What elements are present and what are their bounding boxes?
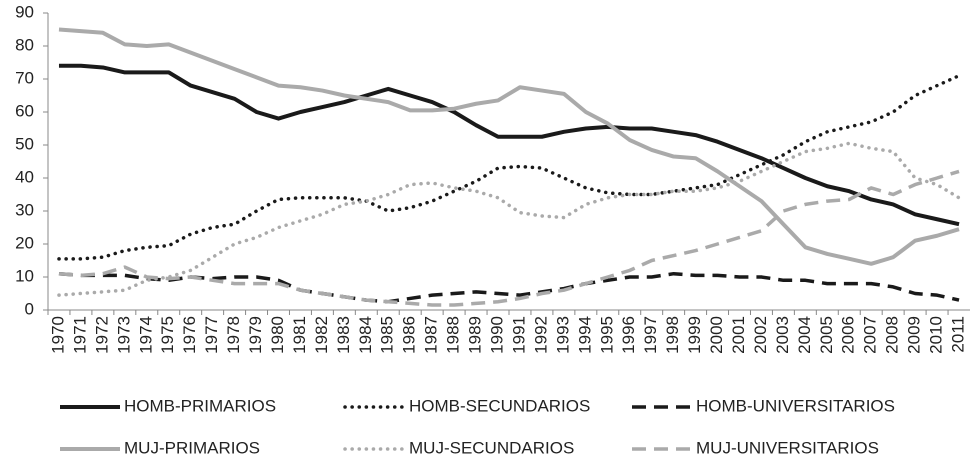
y-tick-label: 90 — [15, 2, 34, 21]
x-tick-label: 1982 — [312, 316, 331, 354]
legend-label: HOMB-SECUNDARIOS — [409, 396, 590, 415]
series-line — [57, 73, 961, 261]
legend-label: MUJ-UNIVERSITARIOS — [696, 438, 879, 457]
x-tick-label: 2006 — [839, 316, 858, 354]
y-tick-label: 0 — [25, 299, 34, 318]
x-tick-label: 1984 — [356, 316, 375, 354]
series-line — [58, 271, 960, 304]
x-tick-label: 1983 — [334, 316, 353, 354]
x-tick-label: 1980 — [268, 316, 287, 354]
x-tick-label: 1998 — [663, 316, 682, 354]
x-tick-label: 2004 — [795, 316, 814, 354]
legend-label: HOMB-PRIMARIOS — [124, 396, 276, 415]
x-tick-label: 1976 — [180, 316, 199, 354]
x-tick-label: 1990 — [488, 316, 507, 354]
x-tick-label: 1972 — [92, 316, 111, 354]
y-tick-label: 50 — [15, 134, 34, 153]
x-tick-label: 1977 — [202, 316, 221, 354]
x-tick-label: 1974 — [136, 316, 155, 354]
y-tick-label: 20 — [15, 233, 34, 252]
x-tick-label: 1997 — [641, 316, 660, 354]
y-tick-label: 70 — [15, 68, 34, 87]
y-tick-label: 60 — [15, 101, 34, 120]
x-tick-label: 1999 — [685, 316, 704, 354]
legend-label: MUJ-SECUNDARIOS — [409, 438, 574, 457]
x-tick-label: 2002 — [751, 316, 770, 354]
y-tick-label: 40 — [15, 167, 34, 186]
x-tick-label: 1993 — [553, 316, 572, 354]
x-tick-label: 2003 — [773, 316, 792, 354]
x-tick-label: 1989 — [466, 316, 485, 354]
x-tick-label: 2009 — [905, 316, 924, 354]
x-tick-label: 1979 — [246, 316, 265, 354]
x-tick-label: 1981 — [290, 316, 309, 354]
x-tick-label: 1973 — [114, 316, 133, 354]
y-tick-label: 10 — [15, 266, 34, 285]
x-tick-label: 2001 — [729, 316, 748, 354]
y-tick-label: 30 — [15, 200, 34, 219]
series-line — [58, 63, 960, 227]
x-tick-label: 1988 — [444, 316, 463, 354]
x-tick-label: 1994 — [575, 316, 594, 354]
x-tick-label: 1985 — [378, 316, 397, 354]
series-line — [58, 27, 960, 266]
x-tick-label: 1992 — [531, 316, 550, 354]
x-tick-label: 2008 — [883, 316, 902, 354]
x-tick-label: 1995 — [597, 316, 616, 354]
x-tick-label: 1987 — [422, 316, 441, 354]
x-tick-label: 1996 — [619, 316, 638, 354]
x-tick-label: 2005 — [817, 316, 836, 354]
x-tick-label: 1975 — [158, 316, 177, 354]
x-tick-label: 1978 — [224, 316, 243, 354]
y-tick-label: 80 — [15, 35, 34, 54]
x-tick-label: 2011 — [949, 316, 968, 353]
x-tick-label: 1986 — [400, 316, 419, 354]
legend-label: HOMB-UNIVERSITARIOS — [696, 396, 895, 415]
x-tick-label: 1971 — [70, 316, 89, 354]
x-tick-label: 2007 — [861, 316, 880, 354]
legend-label: MUJ-PRIMARIOS — [124, 438, 260, 457]
x-tick-label: 2000 — [707, 316, 726, 354]
x-tick-label: 2010 — [927, 316, 946, 354]
x-tick-label: 1991 — [509, 316, 528, 354]
series-line — [58, 169, 960, 307]
series-line — [57, 141, 961, 297]
x-tick-label: 1970 — [48, 316, 67, 354]
